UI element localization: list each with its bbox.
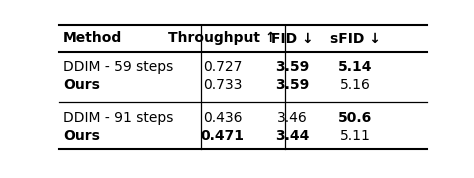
Text: 3.59: 3.59: [275, 60, 310, 74]
Text: 0.471: 0.471: [201, 129, 245, 143]
Text: DDIM - 91 steps: DDIM - 91 steps: [63, 111, 173, 125]
Text: FID ↓: FID ↓: [271, 32, 314, 46]
Text: Method: Method: [63, 32, 122, 46]
Text: 0.733: 0.733: [203, 78, 242, 92]
Text: DDIM - 59 steps: DDIM - 59 steps: [63, 60, 173, 74]
Text: 0.727: 0.727: [203, 60, 242, 74]
Text: 0.436: 0.436: [203, 111, 243, 125]
Text: 5.11: 5.11: [339, 129, 370, 143]
Text: 50.6: 50.6: [338, 111, 372, 125]
Text: Ours: Ours: [63, 78, 100, 92]
Text: 5.16: 5.16: [339, 78, 370, 92]
Text: Ours: Ours: [63, 129, 100, 143]
Text: sFID ↓: sFID ↓: [329, 32, 381, 46]
Text: Throughput ↑: Throughput ↑: [168, 32, 277, 46]
Text: 3.59: 3.59: [275, 78, 310, 92]
Text: 5.14: 5.14: [337, 60, 372, 74]
Text: 3.46: 3.46: [277, 111, 308, 125]
Text: 3.44: 3.44: [275, 129, 310, 143]
